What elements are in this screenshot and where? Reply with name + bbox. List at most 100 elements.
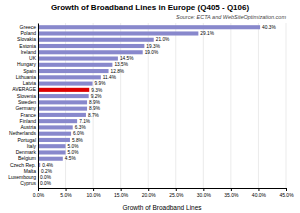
data-label: 6.0% (73, 131, 85, 136)
tick-label: AVERAGE (12, 86, 36, 92)
tick-label: 5.0% (60, 192, 72, 198)
data-labels: 0.0%0.0%0.2%0.4%4.5%5.0%5.0%5.8%6.0%6.3%… (40, 25, 276, 187)
data-label: 5.0% (68, 150, 80, 155)
tick: UK (29, 55, 37, 61)
tick-mark (258, 188, 259, 191)
tick: Slovenia (17, 93, 36, 99)
tick-label: Finland (20, 118, 37, 124)
axis-line (39, 189, 287, 192)
tick-label: 20.0% (142, 192, 157, 198)
tick: 25.0% (169, 188, 184, 198)
bar (38, 25, 260, 29)
x-axis: 0.0% 5.0% 10.0% 15.0% 20.0% 25.0% 30.0% 35.0% 40… (33, 188, 294, 198)
tick-label: Ireland (21, 49, 37, 55)
x-axis-title: Growth of Broadband Lines (122, 204, 202, 211)
tick-label: Lithuania (16, 74, 37, 80)
bar (38, 113, 86, 117)
tick: Portugal (17, 137, 36, 143)
tick: Luxembourg (8, 174, 36, 180)
tick: Belgium (18, 155, 36, 161)
bar (38, 82, 93, 86)
data-label: 29.1% (200, 31, 214, 36)
tick-label: Germany (15, 105, 36, 111)
tick-label: Estonia (19, 43, 36, 49)
tick-label: Sweden (18, 99, 36, 105)
tick-label: 15.0% (114, 192, 129, 198)
data-label: 9.2% (91, 94, 103, 99)
tick: Ireland (21, 49, 37, 55)
bar (38, 94, 89, 98)
data-label: 4.5% (65, 156, 77, 161)
grid-line (38, 23, 39, 188)
grid-line (258, 23, 259, 188)
tick-label: Greece (20, 24, 37, 30)
data-label: 21.0% (156, 37, 170, 42)
data-label: 0.0% (40, 181, 52, 186)
data-label: 19.0% (145, 50, 159, 55)
tick: Cyprus (20, 180, 36, 186)
bar (38, 63, 112, 67)
tick-label: Austria (20, 124, 36, 130)
grid-line (175, 23, 176, 188)
tick: 0.0% (33, 188, 45, 198)
tick-label: Denmark (16, 149, 37, 155)
tick-label: 30.0% (197, 192, 212, 198)
tick: Netherlands (9, 130, 36, 136)
tick-label: 25.0% (169, 192, 184, 198)
tick: 40.0% (252, 188, 267, 198)
tick-label: 35.0% (224, 192, 239, 198)
bar (38, 125, 73, 129)
data-label: 0.2% (41, 169, 53, 174)
y-axis: CyprusLuxembourgMaltaCzech Rep.BelgiumDe… (8, 24, 38, 189)
tick: Latvia (23, 80, 37, 86)
bar (38, 88, 89, 92)
bar (38, 100, 87, 104)
data-label: 8.9% (89, 106, 101, 111)
data-label: 8.7% (88, 113, 100, 118)
title: Growth of Broadband Lines in Europe (Q40… (51, 3, 250, 12)
tick-label: Spain (23, 68, 36, 74)
tick-label: Luxembourg (8, 174, 36, 180)
tick: 30.0% (197, 188, 212, 198)
tick-label: Portugal (17, 137, 36, 143)
tick: Poland (20, 30, 36, 36)
tick: Denmark (16, 149, 37, 155)
tick: Italy (27, 143, 37, 149)
data-label: 5.8% (72, 138, 84, 143)
tick: Hungary (17, 61, 36, 67)
data-label: 40.3% (262, 25, 276, 30)
tick-label: 40.0% (252, 192, 267, 198)
tick: 5.0% (60, 188, 72, 198)
tick-mark (231, 188, 232, 191)
tick-label: France (20, 111, 36, 117)
tick: Greece (20, 24, 37, 30)
tick-mark (93, 188, 94, 191)
tick-label: 10.0% (87, 192, 102, 198)
data-label: 0.0% (40, 175, 52, 180)
bar (38, 150, 66, 154)
tick-label: Belgium (18, 155, 36, 161)
data-label: 11.4% (103, 75, 117, 80)
bar (38, 69, 109, 73)
tick: Sweden (18, 99, 36, 105)
tick: 35.0% (224, 188, 239, 198)
tick: France (20, 111, 36, 117)
data-label: 13.5% (114, 62, 128, 67)
bar (38, 31, 198, 35)
tick: Germany (15, 105, 36, 111)
tick-label: Poland (20, 30, 36, 36)
tick-mark (203, 188, 204, 191)
bar (38, 138, 70, 142)
grid-line (286, 23, 287, 188)
tick-label: Czech Rep. (10, 162, 36, 168)
data-label: 7.1% (79, 119, 91, 124)
bar (38, 38, 154, 42)
tick: Austria (20, 124, 36, 130)
data-label: 9.9% (95, 81, 107, 86)
data-label: 19.3% (146, 44, 160, 49)
tick-mark (66, 188, 67, 191)
tick-label: 45.0% (279, 192, 294, 198)
annotation: Source: ECTA and WebSiteOptimization.com (176, 14, 286, 20)
tick-mark (286, 188, 287, 191)
tick: Estonia (19, 43, 36, 49)
